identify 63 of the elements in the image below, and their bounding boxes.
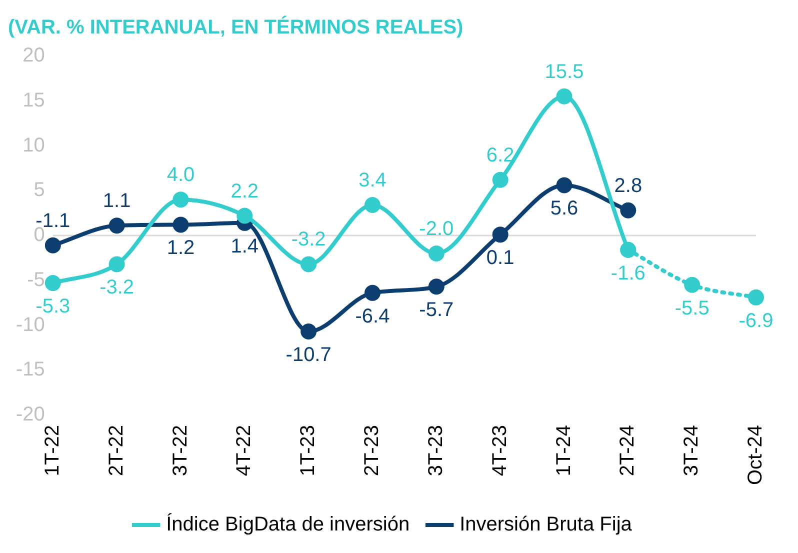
legend-label: Índice BigData de inversión: [166, 512, 410, 536]
point: [172, 216, 189, 233]
data-label: -6.9: [738, 310, 774, 332]
y-tick-label: 15: [22, 89, 45, 112]
data-label: 1.4: [230, 235, 259, 258]
x-tick-label: 2T-23: [361, 424, 384, 476]
data-label: 15.5: [544, 60, 584, 83]
point: [492, 226, 508, 243]
point: [172, 192, 189, 208]
point: [364, 196, 380, 213]
x-tick-label: 4T-23: [488, 424, 511, 476]
point: [300, 324, 317, 340]
point: [108, 218, 125, 234]
point: [428, 278, 444, 295]
y-tick-label: -5: [27, 268, 45, 291]
x-tick-label: 3T-23: [424, 424, 447, 476]
data-label: 2.8: [614, 174, 642, 197]
x-tick-label: 4T-22: [233, 424, 256, 476]
chart-title: (VAR. % INTERANUAL, EN TÉRMINOS REALES): [8, 16, 464, 39]
data-label: -3.2: [100, 276, 134, 299]
data-label: 5.6: [550, 198, 578, 220]
y-tick-label: -20: [16, 403, 45, 426]
data-label: -1.6: [610, 262, 646, 284]
data-label: -5.7: [419, 299, 454, 322]
point: [364, 284, 380, 301]
data-label: -6.4: [355, 305, 390, 328]
data-label: 2.2: [230, 180, 259, 202]
x-tick-label: Oct-24: [744, 424, 767, 486]
x-tick-label: 3T-22: [169, 424, 192, 476]
point: [108, 256, 125, 272]
data-label: -5.5: [674, 297, 710, 320]
y-tick-label: 5: [34, 179, 45, 202]
data-label: 3.4: [358, 169, 386, 192]
x-tick-label: 2T-22: [105, 424, 128, 476]
y-tick-label: 20: [22, 44, 45, 67]
x-tick-label: 1T-23: [297, 424, 320, 476]
y-tick-label: -15: [16, 358, 45, 381]
point: [428, 245, 444, 262]
data-label: -2.0: [419, 218, 454, 240]
point: [44, 237, 61, 254]
point: [236, 208, 253, 224]
data-label: 4.0: [166, 164, 195, 186]
data-label: 6.2: [486, 144, 514, 166]
point: [300, 256, 317, 272]
point: [556, 88, 572, 104]
point: [556, 177, 572, 194]
x-tick-label: 2T-24: [616, 424, 639, 476]
point: [620, 202, 636, 218]
data-label: -3.2: [291, 228, 326, 251]
point: [44, 275, 61, 292]
data-label: 1.1: [102, 190, 131, 212]
data-label: 0.1: [486, 247, 514, 270]
x-tick-label: 3T-24: [680, 424, 703, 476]
y-tick-label: 10: [22, 134, 45, 156]
point: [684, 276, 700, 293]
data-label: 1.2: [166, 237, 195, 260]
point: [748, 289, 764, 306]
data-label: -10.7: [286, 344, 332, 366]
legend-label: Inversión Bruta Fija: [460, 514, 633, 536]
x-tick-label: 1T-24: [552, 424, 575, 476]
point: [492, 172, 508, 188]
x-tick-label: 1T-22: [41, 424, 64, 476]
point: [620, 242, 636, 258]
